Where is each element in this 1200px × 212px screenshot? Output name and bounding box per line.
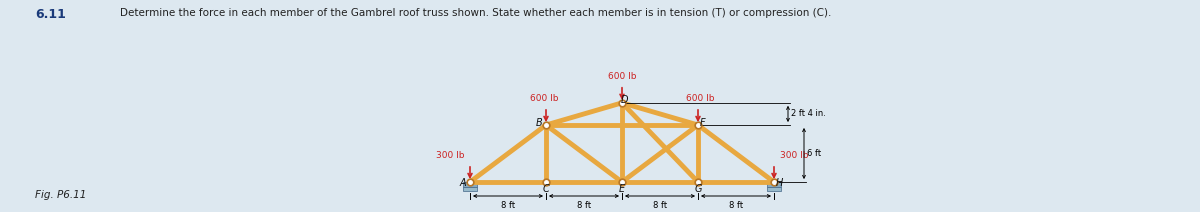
Text: E: E xyxy=(619,184,625,194)
Text: B: B xyxy=(535,118,542,128)
Text: 6.11: 6.11 xyxy=(35,8,66,21)
Text: Fig. P6.11: Fig. P6.11 xyxy=(35,190,86,200)
Bar xyxy=(463,182,478,187)
Text: 300 lb: 300 lb xyxy=(436,151,464,160)
Text: D: D xyxy=(620,95,628,105)
Text: H: H xyxy=(775,178,782,188)
Bar xyxy=(463,187,478,191)
Bar xyxy=(767,187,781,191)
Bar xyxy=(767,182,781,187)
Text: 300 lb: 300 lb xyxy=(780,151,809,160)
Text: G: G xyxy=(695,184,702,194)
Text: 2 ft 4 in.: 2 ft 4 in. xyxy=(791,109,826,119)
Text: 8 ft: 8 ft xyxy=(653,201,667,210)
Text: A: A xyxy=(460,178,467,188)
Text: Determine the force in each member of the Gambrel roof truss shown. State whethe: Determine the force in each member of th… xyxy=(120,8,832,18)
Text: 6 ft: 6 ft xyxy=(808,149,821,158)
Text: F: F xyxy=(700,118,706,128)
Text: 600 lb: 600 lb xyxy=(685,94,714,103)
Text: 8 ft: 8 ft xyxy=(500,201,515,210)
Text: 8 ft: 8 ft xyxy=(577,201,592,210)
Text: C: C xyxy=(542,184,550,194)
Text: 600 lb: 600 lb xyxy=(529,94,558,103)
Text: 8 ft: 8 ft xyxy=(728,201,743,210)
Text: 600 lb: 600 lb xyxy=(607,72,636,81)
